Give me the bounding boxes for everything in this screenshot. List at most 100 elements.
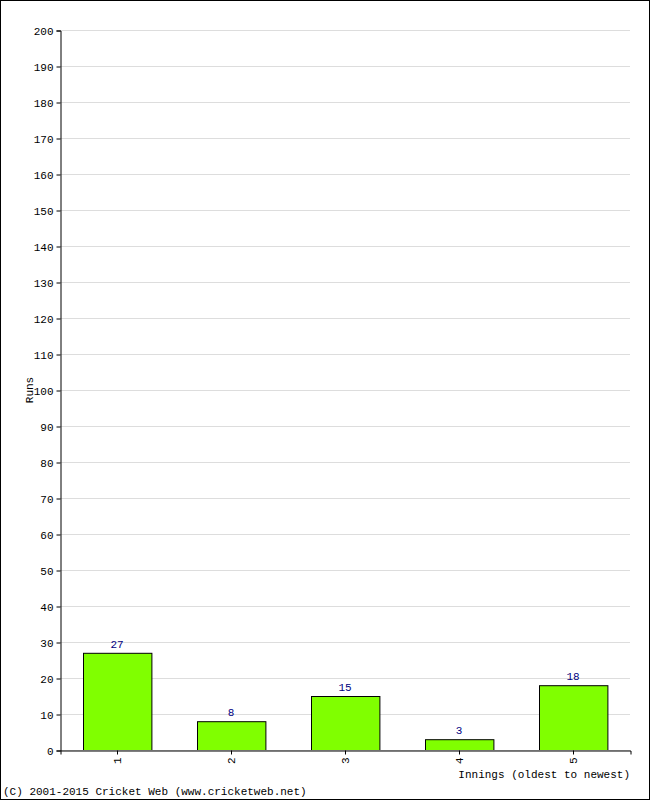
y-tick: 70 [40,494,60,506]
y-tick-mark [57,427,61,428]
data-label: 27 [110,639,123,651]
grid-line [60,642,630,643]
grid-line [60,210,630,211]
y-tick-label: 200 [34,26,54,38]
y-tick-mark [57,283,61,284]
y-tick-label: 80 [40,458,53,470]
data-label: 8 [228,707,235,719]
data-label: 3 [456,725,463,737]
y-tick: 0 [47,746,61,758]
grid-line [60,462,630,463]
y-tick-mark [57,67,61,68]
y-tick: 90 [40,422,60,434]
x-axis-title: Innings (oldest to newest) [458,769,630,781]
y-tick-label: 10 [40,710,53,722]
y-tick-label: 120 [34,314,54,326]
grid-line [60,102,630,103]
y-tick-label: 0 [47,746,54,758]
y-tick-mark [57,607,61,608]
bar [540,686,608,750]
x-tick: 2 [226,751,238,765]
y-axis: 0 10 20 30 40 50 60 70 80 90 100 110 120 130 140 150 160… [34,26,61,758]
grid-line [60,606,630,607]
y-tick: 80 [40,458,60,470]
grid-line [60,534,630,535]
y-tick: 160 [34,170,61,182]
x-tick-label: 3 [340,758,352,765]
y-tick: 60 [40,530,60,542]
source: (C) 2001-2015 Cricket Web (www.cricketwe… [3,786,307,798]
y-tick: 150 [34,206,61,218]
y-tick: 100 [34,386,61,398]
grid-line [60,498,630,499]
x-tick: 4 [454,751,466,765]
x-axis-line [61,751,631,755]
x-tick: 3 [340,751,352,765]
grid-line [60,426,630,427]
x-tick: 1 [112,751,124,765]
y-tick: 130 [34,278,61,290]
y-tick-label: 110 [34,350,54,362]
y-tick-mark [57,535,61,536]
y-tick: 190 [34,62,61,74]
grid-line [60,246,630,247]
x-tick-label: 1 [112,757,124,764]
data-label: 15 [338,682,351,694]
x-tick-label: 5 [568,758,580,765]
y-tick-label: 20 [40,674,53,686]
bar [312,697,380,751]
grid-line [60,282,630,283]
y-tick: 50 [40,566,60,578]
y-tick-label: 170 [34,134,54,146]
y-tick-label: 190 [34,62,54,74]
grid-line [60,30,630,31]
y-tick-mark [57,103,61,104]
y-tick: 170 [34,134,61,146]
y-tick: 30 [40,638,60,650]
data-label: 18 [566,671,579,683]
y-tick-mark [57,643,61,644]
grid-line [60,138,630,139]
bar [426,740,494,750]
y-tick: 110 [34,350,61,362]
y-tick: 180 [34,98,61,110]
x-tick-mark [345,751,346,755]
x-tick-mark [231,751,232,755]
y-tick-label: 90 [40,422,53,434]
y-tick-label: 70 [40,494,53,506]
grid-line [60,174,630,175]
bar [198,722,266,750]
y-tick-label: 130 [34,278,54,290]
grid-line [60,318,630,319]
y-tick-mark [57,31,61,32]
x-tick-mark [117,751,118,755]
y-tick: 120 [34,314,61,326]
x-axis: 1 2 3 4 5 [61,751,631,765]
y-tick-label: 150 [34,206,54,218]
y-tick-mark [57,175,61,176]
grid-line [60,354,630,355]
grid-line [60,66,630,67]
y-tick: 200 [34,26,61,38]
grid-line [60,390,630,391]
y-tick-mark [57,679,61,680]
y-tick-mark [57,499,61,500]
y-tick-label: 30 [40,638,53,650]
x-tick-mark [573,751,574,755]
y-tick-label: 40 [40,602,53,614]
y-tick-label: 50 [40,566,53,578]
x-tick-mark [459,751,460,755]
x-tick: 5 [568,751,580,765]
frame [1,1,650,800]
y-tick-label: 60 [40,530,53,542]
bars [84,653,608,750]
y-tick: 140 [34,242,61,254]
y-tick-mark [57,571,61,572]
y-tick-mark [57,463,61,464]
y-tick-mark [57,751,61,752]
y-tick-label: 160 [34,170,54,182]
y-tick-label: 100 [34,386,54,398]
y-tick-mark [57,355,61,356]
y-axis-line [57,31,62,751]
y-tick-mark [57,139,61,140]
